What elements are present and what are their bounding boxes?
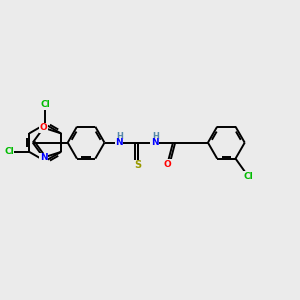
Text: N: N [151,138,158,147]
Text: N: N [40,153,47,162]
Text: N: N [116,138,123,147]
Text: H: H [116,131,123,140]
Text: Cl: Cl [244,172,253,181]
Text: O: O [40,123,47,132]
Text: H: H [152,131,159,140]
Text: S: S [134,160,141,170]
Text: O: O [164,160,172,169]
Text: Cl: Cl [4,147,14,156]
Text: Cl: Cl [40,100,50,109]
